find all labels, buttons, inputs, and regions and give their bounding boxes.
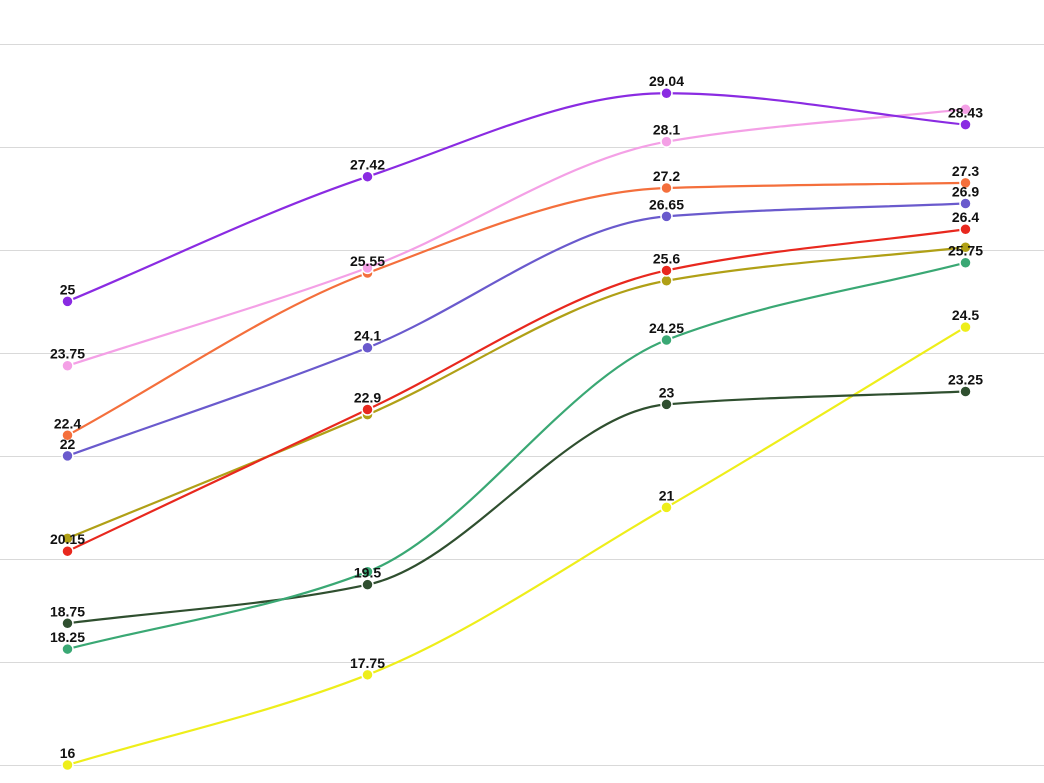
- series-8-point-0[interactable]: [61, 758, 74, 772]
- series-2-point-0[interactable]: [61, 429, 74, 442]
- data-label-3: 28.43: [948, 105, 983, 121]
- data-label-24: 23.25: [948, 372, 983, 388]
- series-8-point-1[interactable]: [361, 668, 374, 682]
- series-4-point-3[interactable]: [959, 222, 972, 236]
- data-label-9: 27.3: [952, 163, 979, 179]
- data-label-12: 26.65: [649, 196, 684, 212]
- data-label-7: 25.55: [350, 253, 385, 269]
- data-label-6: 22.4: [54, 415, 81, 431]
- series-0-point-2[interactable]: [660, 86, 673, 100]
- data-label-18: 24.25: [649, 320, 684, 336]
- series-1-point-1[interactable]: [361, 261, 374, 275]
- series-4-point-2[interactable]: [660, 264, 673, 277]
- series-2-point-2[interactable]: [660, 181, 673, 195]
- series-7-point-1[interactable]: [361, 578, 374, 591]
- data-labels: 25 27.42 29.04 28.43 23.75 28.1 22.4 25.55 27.2 2…: [50, 73, 983, 761]
- data-label-10: 22: [60, 436, 76, 452]
- data-label-27: 21: [659, 487, 675, 503]
- series-8-point-2[interactable]: [660, 501, 673, 514]
- series-4-point-0[interactable]: [61, 544, 74, 558]
- series-7-point-2[interactable]: [660, 398, 673, 411]
- data-label-11: 24.1: [354, 328, 381, 344]
- series-8-line: [67, 326, 967, 767]
- data-label-26: 17.75: [350, 655, 385, 671]
- series-5-line: [67, 246, 966, 540]
- series-1-point-2[interactable]: [660, 135, 673, 148]
- series-0-line: [67, 92, 966, 303]
- series-2-point-3[interactable]: [959, 176, 972, 190]
- series-7-point-3[interactable]: [959, 385, 972, 398]
- series-0-point-1[interactable]: [361, 170, 374, 183]
- data-label-13: 26.9: [952, 183, 979, 199]
- data-label-15: 22.9: [354, 390, 381, 406]
- data-label-2: 29.04: [649, 73, 684, 89]
- series-6-line: [67, 261, 966, 651]
- series-4-point-1[interactable]: [361, 403, 374, 416]
- data-label-22: 19.5: [354, 565, 381, 581]
- series-7-line: [67, 390, 966, 625]
- data-label-1: 27.42: [350, 157, 385, 173]
- series-4-line: [67, 228, 966, 553]
- series-6-point-2[interactable]: [660, 333, 673, 347]
- series-1-point-0[interactable]: [61, 359, 74, 372]
- series-0-point-0[interactable]: [61, 295, 74, 308]
- series-3-line: [67, 202, 966, 457]
- data-label-23: 23: [659, 384, 675, 400]
- series-5-point-0[interactable]: [61, 532, 74, 545]
- series-7-point-0[interactable]: [61, 617, 74, 630]
- data-label-0: 25: [60, 281, 76, 297]
- series-5-point-2[interactable]: [660, 274, 673, 287]
- gridlines: [0, 44, 1044, 766]
- data-label-20: 18.75: [50, 603, 85, 619]
- data-label-5: 28.1: [653, 122, 680, 138]
- series-1-line: [67, 108, 966, 367]
- data-label-28: 24.5: [952, 307, 979, 323]
- series-0-point-3[interactable]: [959, 118, 972, 131]
- data-label-19: 25.75: [948, 243, 983, 259]
- data-label-17: 26.4: [952, 209, 979, 225]
- series-8-point-3[interactable]: [959, 320, 972, 334]
- series-1-point-3[interactable]: [959, 102, 972, 116]
- series-5-point-3[interactable]: [959, 241, 972, 254]
- series-6-point-3[interactable]: [959, 256, 972, 269]
- data-label-25: 16: [60, 745, 76, 761]
- series-6-point-1[interactable]: [361, 565, 374, 579]
- data-label-14: 20.15: [50, 531, 85, 547]
- series-6-point-0[interactable]: [61, 642, 74, 656]
- series-lines: [66, 92, 967, 767]
- data-label-8: 27.2: [653, 168, 680, 184]
- data-label-21: 18.25: [50, 629, 85, 645]
- data-label-16: 25.6: [653, 250, 680, 266]
- series-3-point-3[interactable]: [959, 197, 972, 210]
- series-3-point-0[interactable]: [61, 449, 74, 463]
- series-3-point-2[interactable]: [660, 210, 673, 223]
- series-3-point-1[interactable]: [361, 341, 374, 354]
- series-2-line: [66, 181, 966, 437]
- data-points: [61, 86, 972, 772]
- data-label-4: 23.75: [50, 346, 85, 362]
